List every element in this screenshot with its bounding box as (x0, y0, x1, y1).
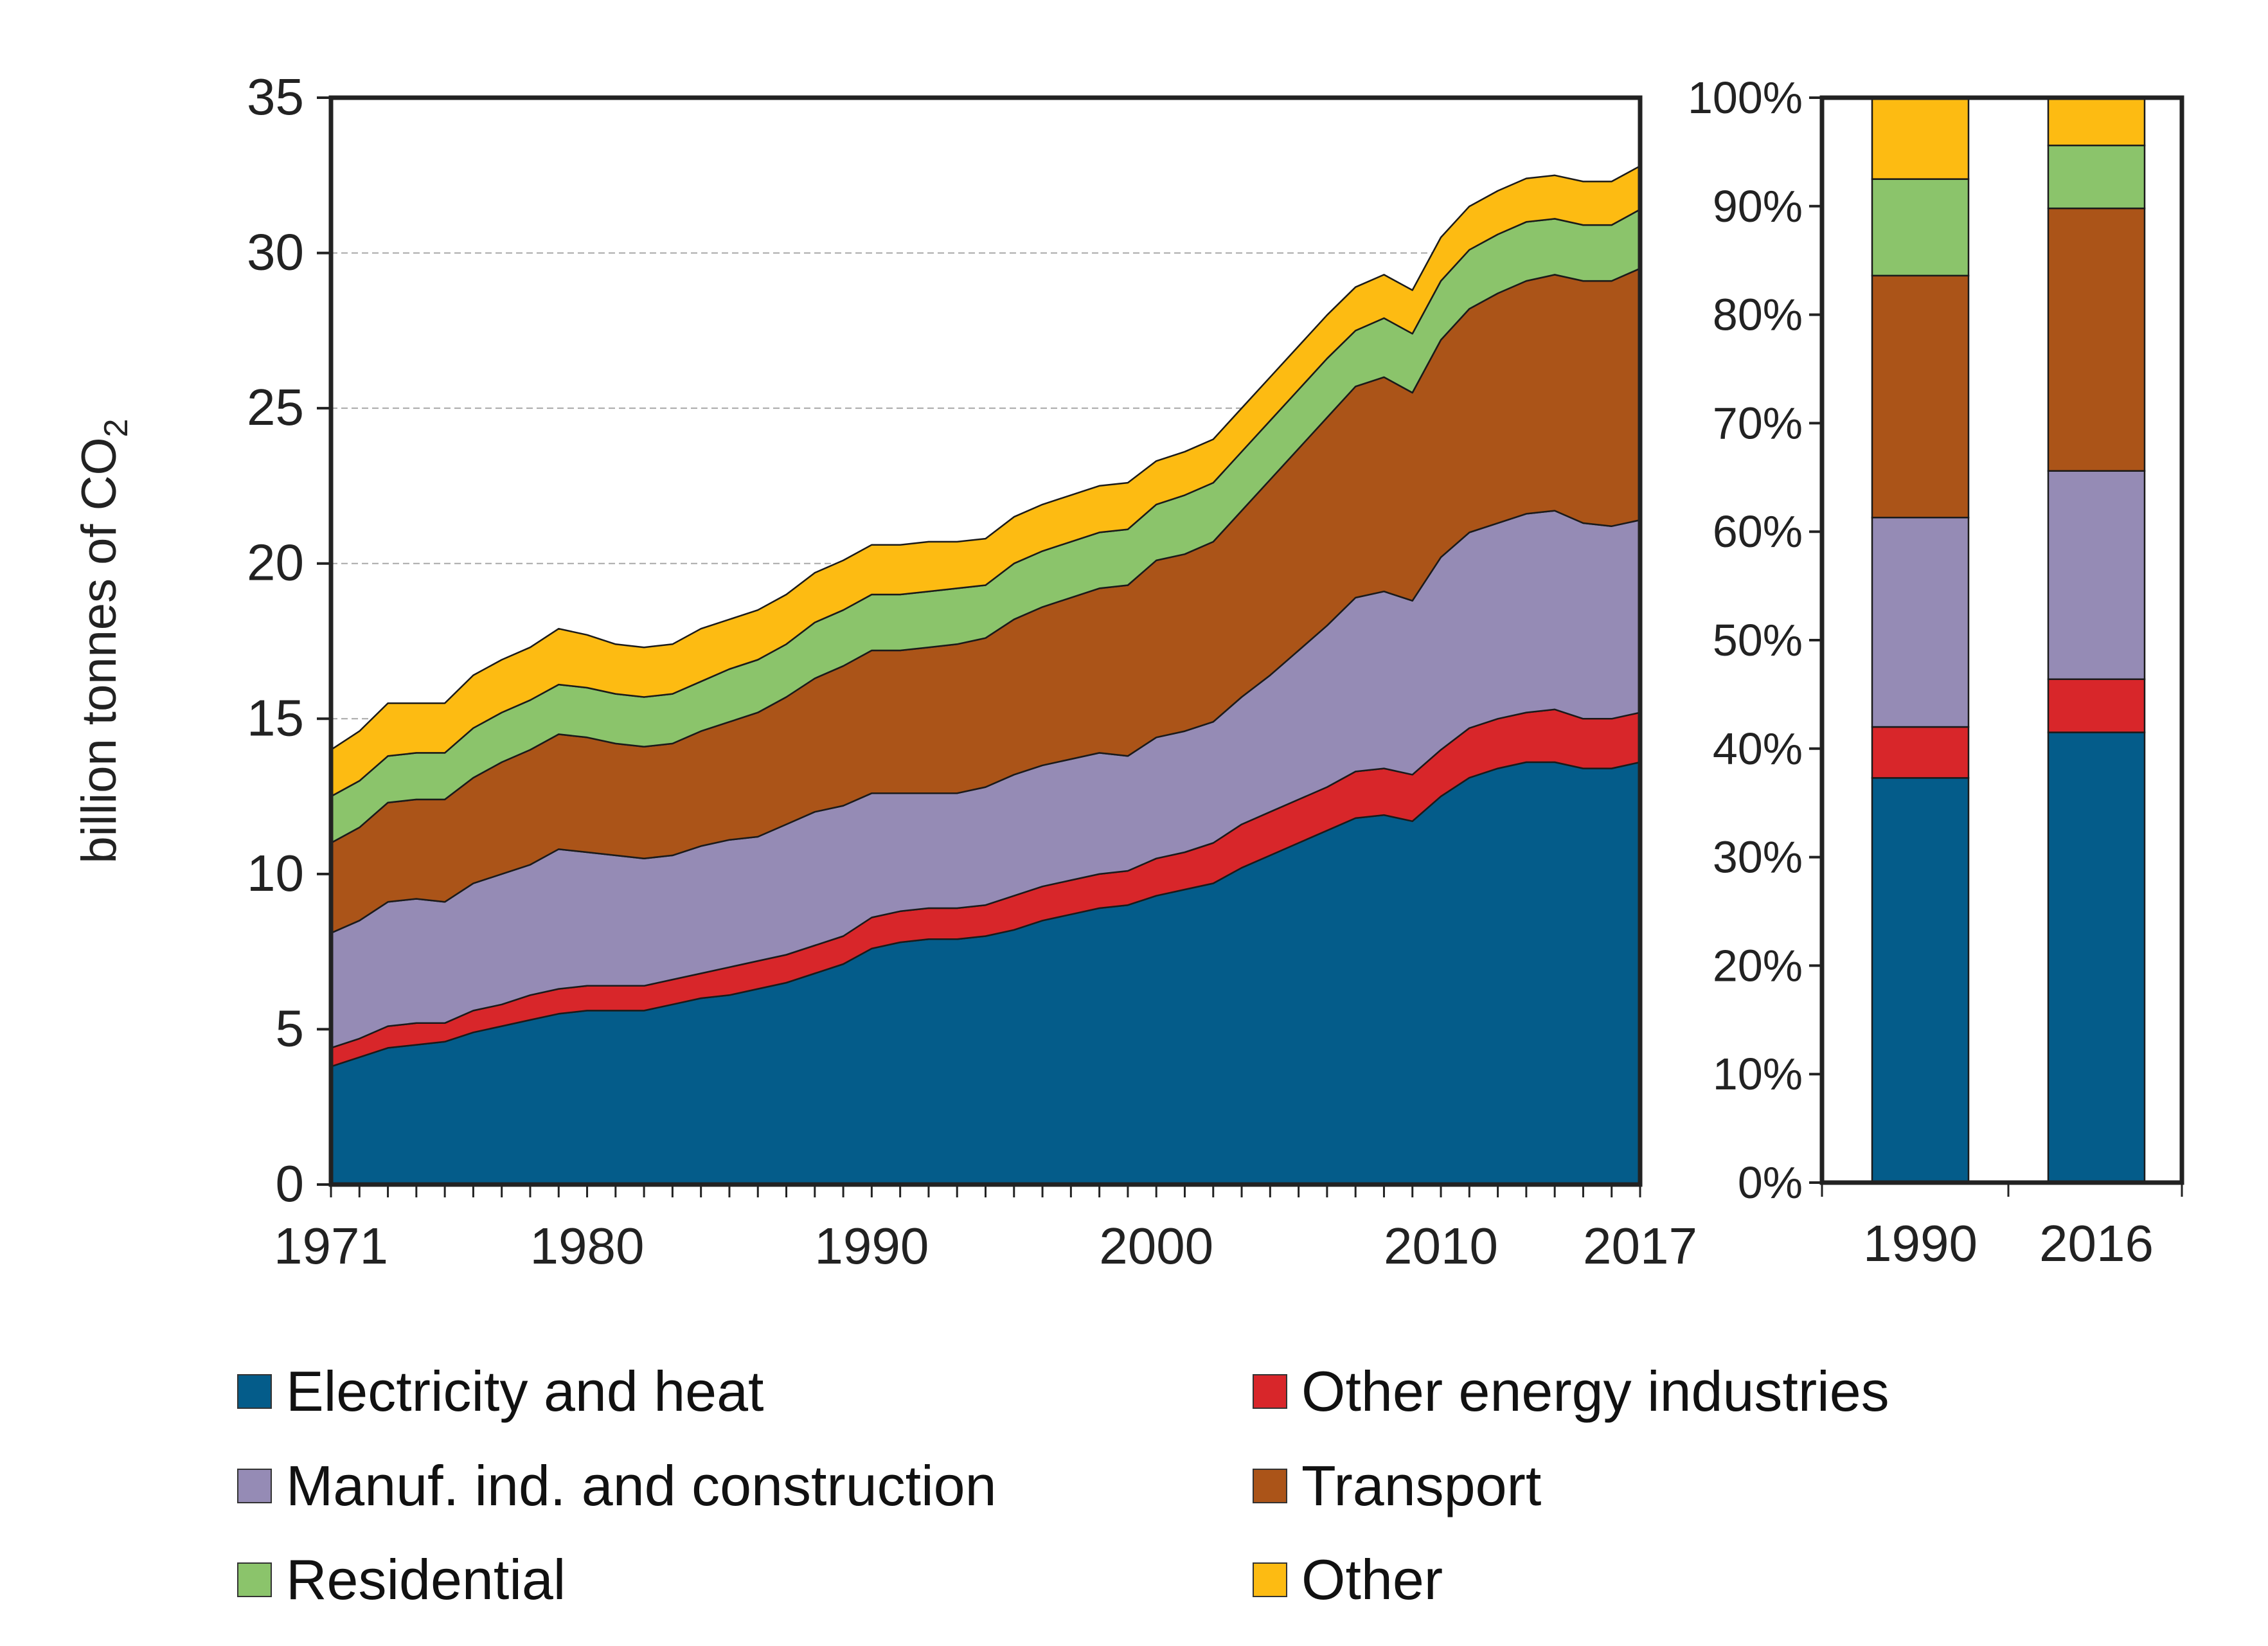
bar-x-tick-label: 2016 (2039, 1215, 2154, 1272)
bar-segment-transport-1990 (1871, 274, 1970, 519)
legend-swatch-electricity (237, 1374, 272, 1409)
bar-y-tick-label: 80% (1713, 290, 1803, 340)
x-tick-label: 1980 (530, 1217, 645, 1275)
legend-label-manuf: Manuf. ind. and construction (286, 1454, 997, 1517)
bar-segment-manuf-1990 (1871, 517, 1970, 728)
y-tick-label: 10 (247, 845, 304, 902)
x-tick-label: 2000 (1099, 1217, 1213, 1275)
legend-swatch-residential (237, 1562, 272, 1597)
legend-label-other: Other (1301, 1548, 1443, 1611)
bar-y-axis: 0% 10% 20% 30% 40% 50% 60% 70% 80% 90% 100% (1688, 73, 1822, 1208)
bar-y-tick-label: 90% (1713, 181, 1803, 231)
bar-segment-other-2016 (2047, 96, 2146, 147)
bar-y-tick-label: 60% (1713, 506, 1803, 557)
legend-swatch-transport (1253, 1469, 1287, 1503)
legend-swatch-manuf (237, 1469, 272, 1503)
bar-x-tick-label: 1990 (1863, 1215, 1978, 1272)
bar-x-axis: 1990 2016 (1821, 1183, 2183, 1272)
bar-segment-other_energy-1990 (1871, 726, 1970, 779)
share-bars (1871, 96, 2146, 1184)
legend: Electricity and heat Other energy industr… (237, 1359, 1889, 1611)
bar-y-tick-label: 30% (1713, 832, 1803, 882)
x-tick-label: 2017 (1583, 1217, 1697, 1275)
legend-label-other_energy: Other energy industries (1301, 1359, 1889, 1423)
bar-segment-transport-2016 (2047, 207, 2146, 472)
bar-y-tick-label: 10% (1713, 1049, 1803, 1099)
y-tick-label: 0 (276, 1155, 305, 1212)
bar-segment-manuf-2016 (2047, 470, 2146, 681)
x-tick-label: 1971 (274, 1217, 388, 1275)
share-bar-chart: 0% 10% 20% 30% 40% 50% 60% 70% 80% 90% 100% 1990 20… (1688, 73, 2184, 1272)
area-x-axis: 1971 1980 1990 2000 2010 2017 (274, 1185, 1697, 1275)
bar-y-tick-label: 0% (1738, 1158, 1803, 1208)
legend-label-transport: Transport (1301, 1454, 1541, 1517)
bar-y-tick-label: 70% (1713, 398, 1803, 448)
y-tick-label: 15 (247, 689, 304, 746)
legend-swatch-other (1253, 1562, 1287, 1597)
y-axis-title-subscript: 2 (98, 418, 135, 437)
bar-y-tick-label: 40% (1713, 724, 1803, 774)
area-y-axis: 0 5 10 15 20 25 30 35 (247, 68, 331, 1212)
x-tick-label: 2010 (1384, 1217, 1498, 1275)
y-tick-label: 30 (247, 224, 304, 281)
legend-label-electricity: Electricity and heat (286, 1359, 764, 1423)
y-tick-label: 35 (247, 68, 304, 125)
y-tick-label: 5 (276, 999, 305, 1057)
bar-segment-electricity-1990 (1871, 777, 1970, 1184)
bar-segment-other-1990 (1871, 96, 1970, 180)
bar-segment-residential-1990 (1871, 178, 1970, 277)
y-axis-title-main: billion tonnes of CO (72, 437, 127, 863)
x-tick-label: 1990 (814, 1217, 929, 1275)
legend-swatch-other_energy (1253, 1374, 1287, 1409)
bar-segment-electricity-2016 (2047, 731, 2146, 1184)
bar-y-tick-label: 20% (1713, 940, 1803, 990)
area-series-layers (330, 165, 1641, 1186)
y-axis-title: billion tonnes of CO2 (72, 418, 135, 863)
bar-y-tick-label: 100% (1688, 73, 1803, 123)
bar-segment-other_energy-2016 (2047, 678, 2146, 733)
y-tick-label: 25 (247, 379, 304, 436)
bar-segment-residential-2016 (2047, 145, 2146, 210)
legend-label-residential: Residential (286, 1548, 566, 1611)
bar-y-tick-label: 50% (1713, 615, 1803, 665)
y-tick-label: 20 (247, 534, 304, 591)
